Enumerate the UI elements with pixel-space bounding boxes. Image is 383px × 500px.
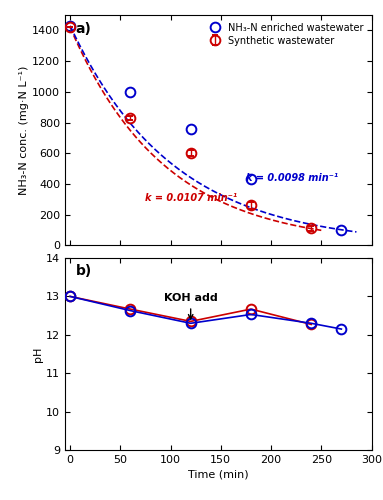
Y-axis label: NH₃-N conc. (mg·N L⁻¹): NH₃-N conc. (mg·N L⁻¹): [20, 66, 29, 195]
NH₃-N enriched wastewater: [68, 23, 72, 29]
Text: a): a): [76, 22, 92, 36]
Text: k = 0.0107 min⁻¹: k = 0.0107 min⁻¹: [146, 193, 237, 203]
Legend: NH₃-N enriched wastewater, Synthetic wastewater: NH₃-N enriched wastewater, Synthetic was…: [206, 20, 367, 48]
Text: b): b): [76, 264, 92, 278]
Line: NH₃-N enriched wastewater: NH₃-N enriched wastewater: [65, 21, 346, 235]
NH₃-N enriched wastewater: [128, 89, 133, 95]
NH₃-N enriched wastewater: [188, 126, 193, 132]
X-axis label: Time (min): Time (min): [188, 469, 249, 479]
Y-axis label: pH: pH: [33, 346, 43, 362]
Text: k = 0.0098 min⁻¹: k = 0.0098 min⁻¹: [246, 173, 338, 183]
NH₃-N enriched wastewater: [339, 227, 344, 233]
NH₃-N enriched wastewater: [249, 176, 253, 182]
Text: KOH add: KOH add: [164, 294, 218, 319]
